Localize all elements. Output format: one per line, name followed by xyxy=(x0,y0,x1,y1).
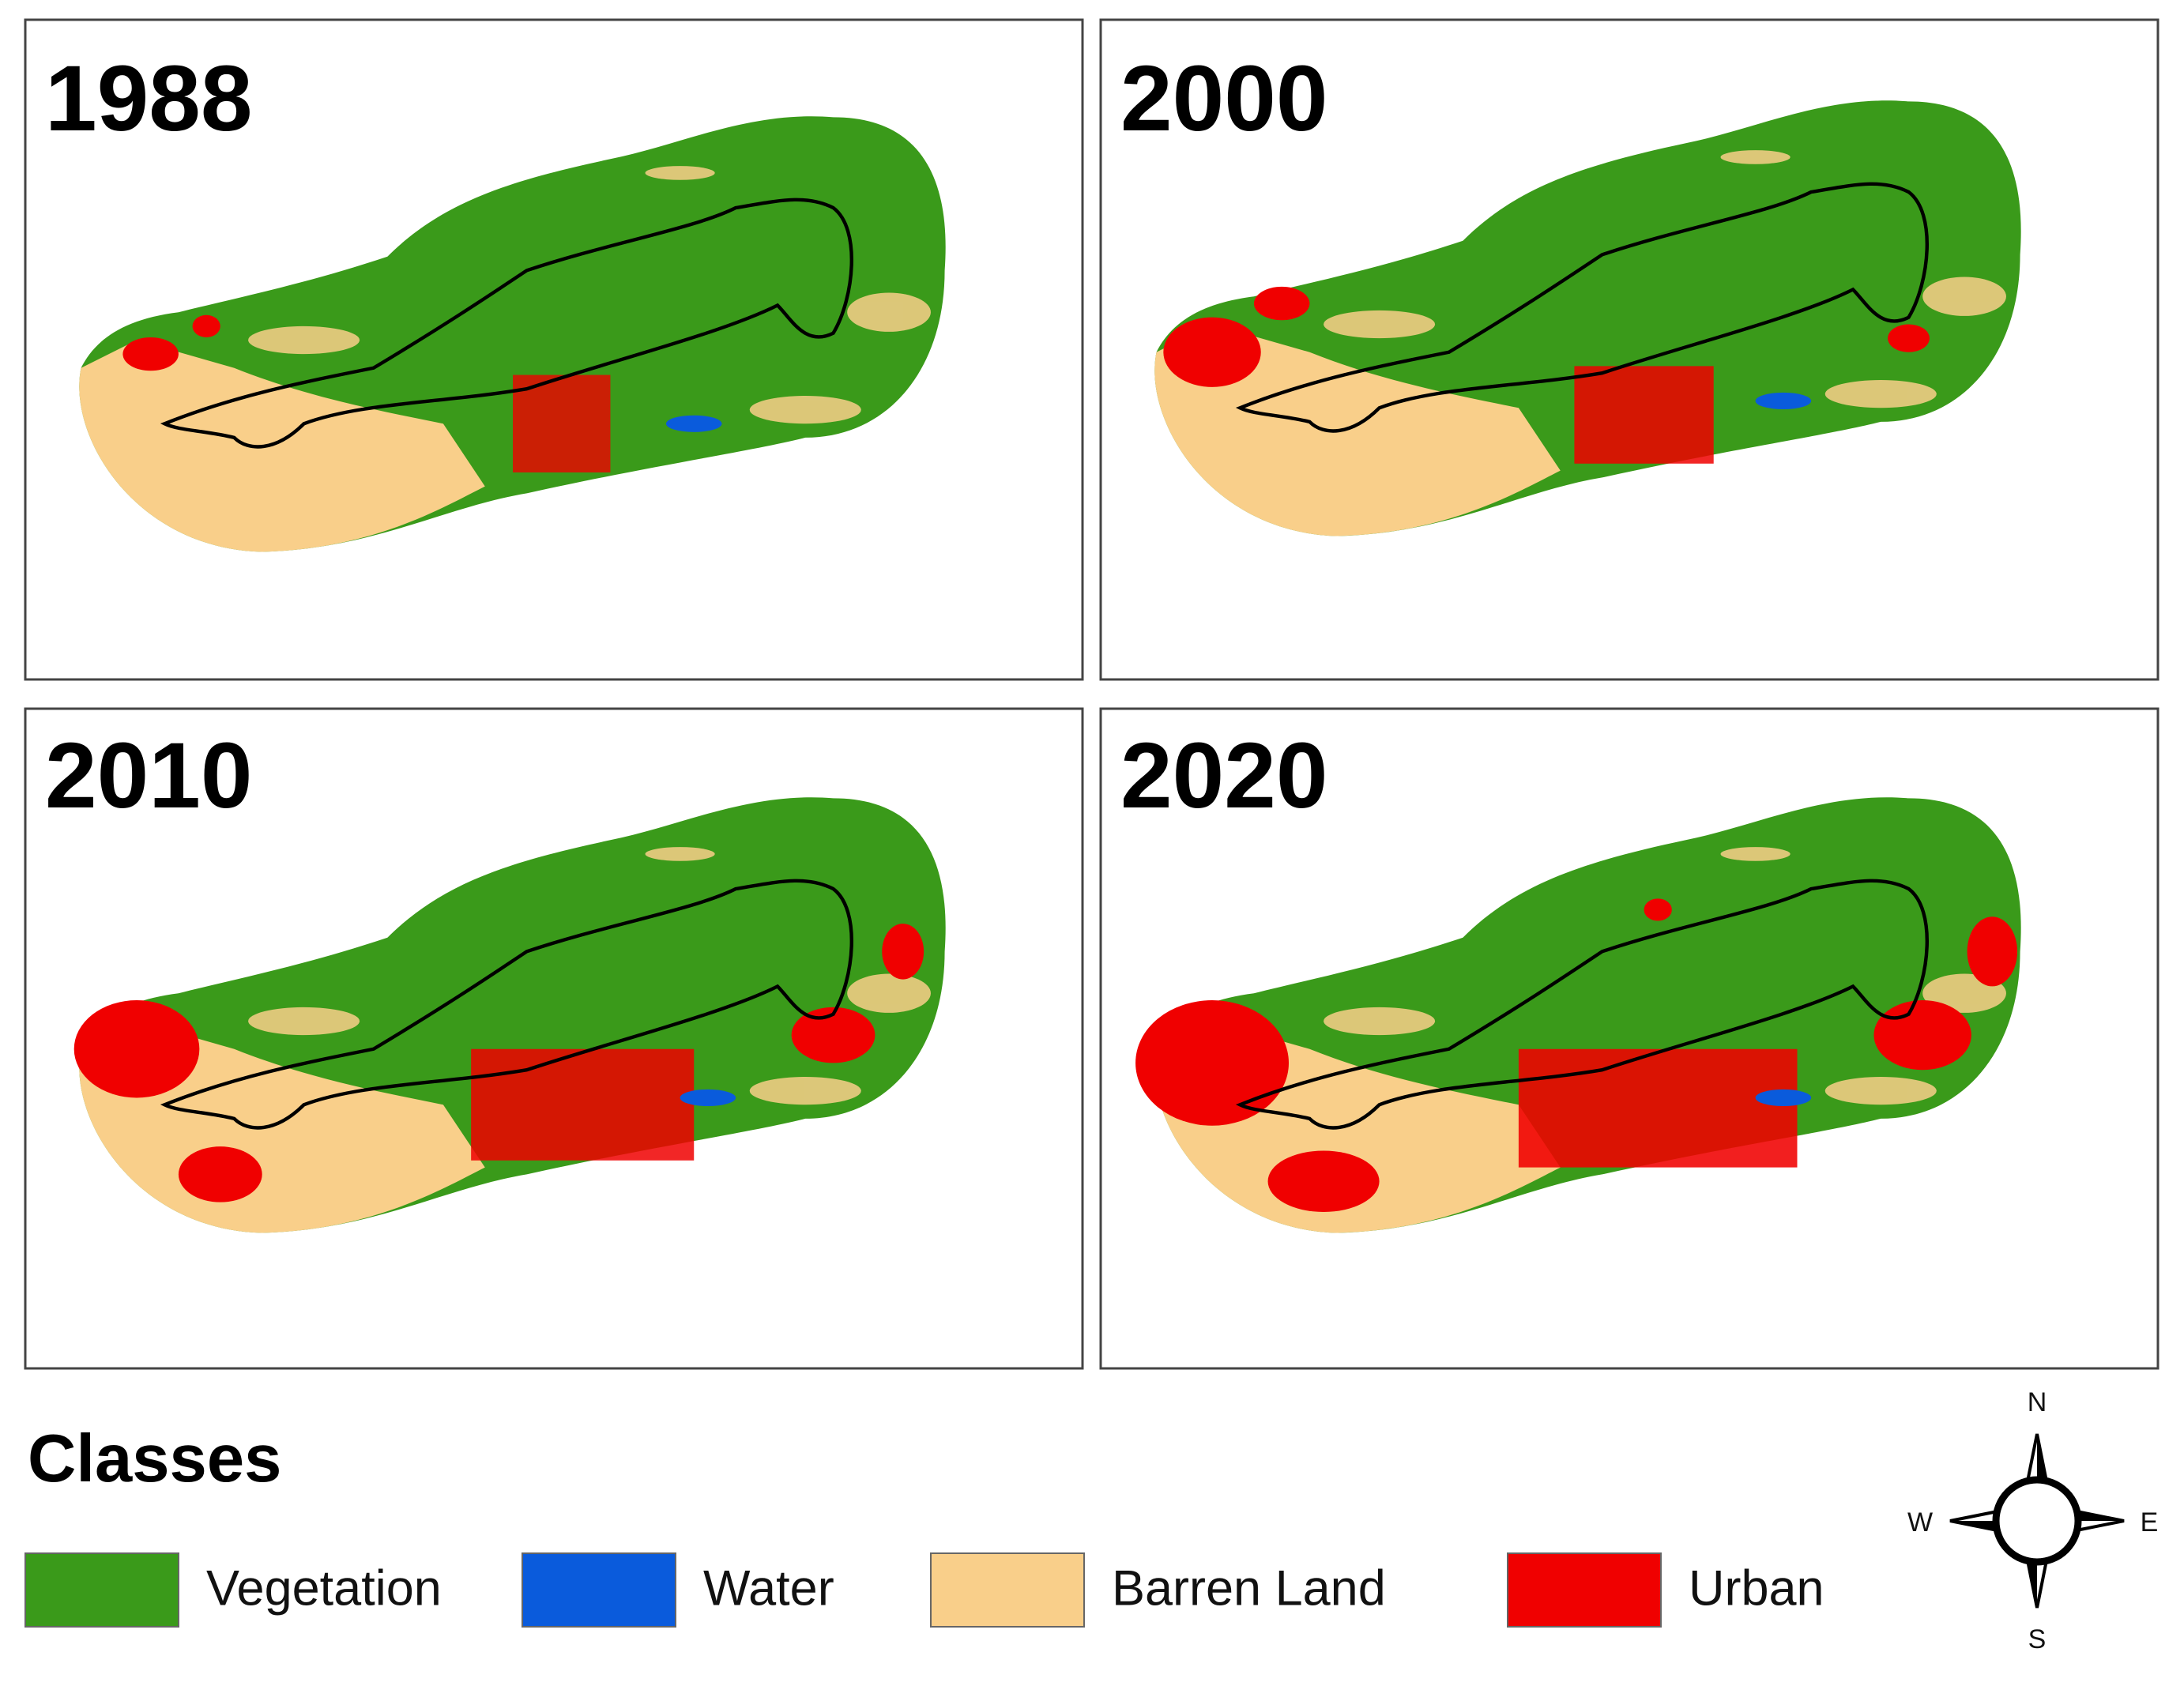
compass-s: S xyxy=(2028,1624,2047,1654)
legend-label: Water xyxy=(703,1561,834,1616)
panel-title: 2020 xyxy=(1120,724,1328,828)
panel-title: 1988 xyxy=(45,47,253,151)
legend-swatch xyxy=(24,1552,179,1628)
legend-label: Urban xyxy=(1689,1561,1824,1616)
legend-swatch xyxy=(522,1552,676,1628)
map-panel: 2010 xyxy=(24,707,1084,1370)
legend-swatch xyxy=(1507,1552,1662,1628)
compass-n: N xyxy=(2028,1387,2047,1417)
compass-e: E xyxy=(2141,1507,2159,1537)
map-panel: 2000 xyxy=(1099,18,2160,681)
compass-w: W xyxy=(1907,1507,1933,1537)
panel-title: 2000 xyxy=(1120,47,1328,151)
legend-label: Vegetation xyxy=(206,1561,442,1616)
legend-title: Classes xyxy=(28,1421,281,1496)
map-panel: 1988 xyxy=(24,18,1084,681)
map-panel: 2020 xyxy=(1099,707,2160,1370)
legend-swatch xyxy=(930,1552,1085,1628)
panel-title: 2010 xyxy=(45,724,253,828)
legend-label: Barren Land xyxy=(1112,1561,1386,1616)
compass: N S W E xyxy=(1907,1387,2158,1654)
legend: Vegetation Water Barren Land Urban xyxy=(24,1552,1824,1628)
